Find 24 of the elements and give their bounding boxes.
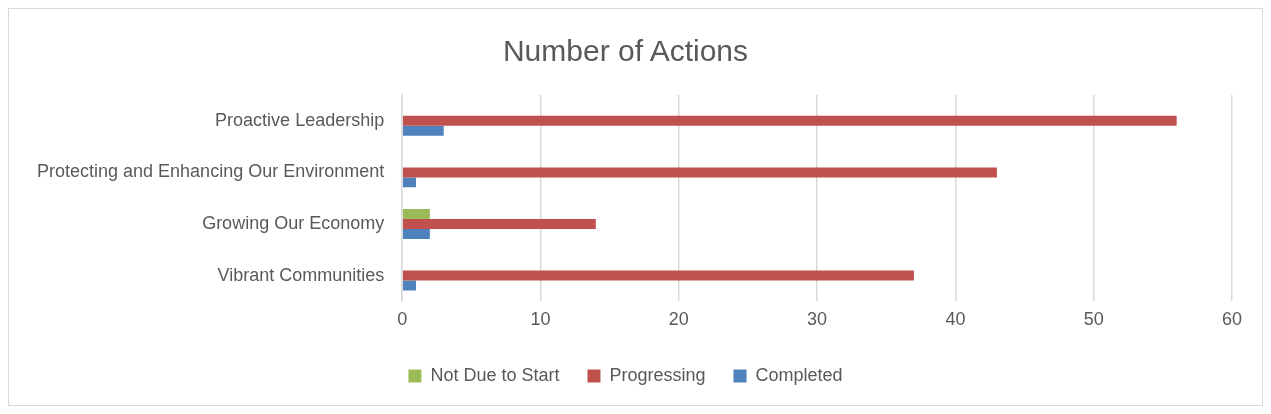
x-tick-label: 60 (1221, 309, 1243, 330)
bar (402, 115, 1177, 126)
x-tick-label: 20 (668, 309, 689, 330)
y-tick-label: Proactive Leadership (215, 109, 385, 130)
bar (402, 177, 417, 188)
legend-label: Progressing (609, 364, 706, 385)
bar (402, 167, 997, 178)
bar (402, 280, 417, 291)
bar (402, 209, 430, 220)
y-tick-label: Growing Our Economy (202, 212, 385, 233)
y-tick-label: Protecting and Enhancing Our Environment (37, 161, 385, 182)
bar (402, 270, 914, 281)
bar (402, 228, 430, 239)
legend-label: Completed (755, 364, 843, 385)
x-tick-label: 30 (807, 309, 828, 330)
x-tick-label: 0 (397, 309, 408, 330)
chart-title: Number of Actions (502, 34, 749, 68)
x-tick-label: 10 (530, 309, 551, 330)
bar (402, 125, 444, 136)
y-tick-label: Vibrant Communities (217, 264, 385, 285)
bar (402, 219, 596, 229)
x-tick-label: 40 (945, 309, 966, 330)
x-tick-label: 50 (1083, 309, 1104, 330)
legend-label: Not Due to Start (430, 364, 560, 385)
